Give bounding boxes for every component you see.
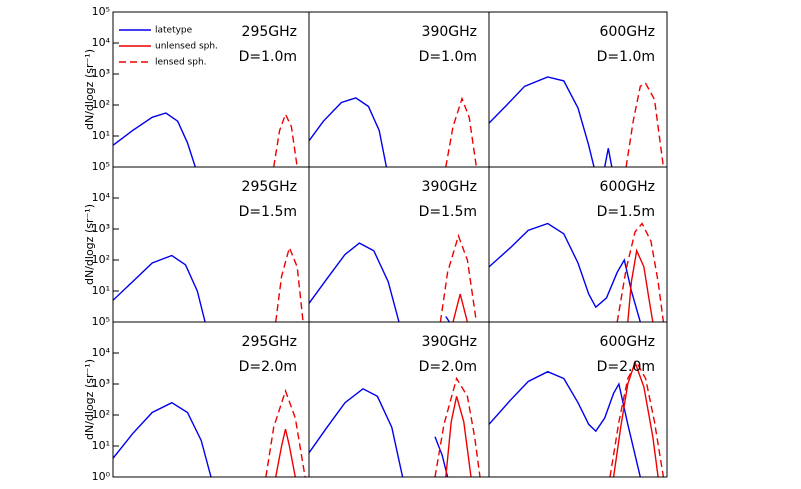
series-line (275, 428, 296, 477)
series-line (445, 96, 478, 167)
series-line (113, 254, 206, 322)
panel-annotation: 390GHz (422, 334, 477, 350)
panel-annotation: D=1.5m (239, 204, 297, 220)
plot-area (113, 112, 298, 167)
panel-annotation: 295GHz (242, 24, 297, 40)
series-line (113, 401, 212, 477)
plot-area (489, 222, 665, 322)
panel-annotation: D=2.0m (419, 359, 477, 375)
y-tick-label: 10¹ (92, 439, 110, 452)
panel-annotation: 390GHz (422, 24, 477, 40)
y-tick-label: 10³ (92, 67, 110, 80)
series-line (439, 233, 478, 322)
series-line (309, 387, 449, 477)
series-line (627, 248, 654, 322)
series-line (489, 222, 641, 322)
legend-label: lensed sph. (155, 58, 207, 68)
panel-annotation: 390GHz (422, 179, 477, 195)
series-line (265, 388, 306, 477)
series-line (625, 82, 665, 167)
plot-area (309, 96, 478, 167)
y-axis-label: dN/dlogz (sr⁻¹) (83, 204, 96, 285)
panel-annotation: 295GHz (242, 179, 297, 195)
y-tick-label: 10¹ (92, 284, 110, 297)
y-axis-label: dN/dlogz (sr⁻¹) (83, 49, 96, 130)
y-axis-label: dN/dlogz (sr⁻¹) (83, 359, 96, 440)
series-line (616, 222, 665, 322)
y-tick-label: 10⁵ (92, 315, 110, 328)
y-tick-label: 10² (92, 408, 110, 421)
y-tick-label: 10³ (92, 222, 110, 235)
y-tick-label: 10⁴ (92, 36, 111, 49)
series-line (445, 396, 472, 477)
panel-annotation: D=1.5m (597, 204, 655, 220)
series-line (434, 376, 481, 477)
y-tick-label: 10¹ (92, 129, 110, 142)
panel-annotation: D=2.0m (597, 359, 655, 375)
panel-annotation: D=2.0m (239, 359, 297, 375)
series-line (275, 245, 304, 322)
series-line (309, 242, 450, 322)
plot-area (489, 360, 665, 477)
series-line (612, 360, 659, 477)
series-line (113, 112, 196, 167)
y-tick-label: 10² (92, 253, 110, 266)
y-tick-label: 10⁴ (92, 191, 111, 204)
y-tick-label: 10⁵ (92, 5, 110, 18)
y-tick-label: 10⁰ (92, 470, 111, 483)
plot-area (309, 233, 478, 322)
series-line (273, 112, 298, 167)
plot-area (309, 376, 481, 477)
y-tick-label: 10³ (92, 377, 110, 390)
panel-annotation: D=1.0m (597, 49, 655, 65)
panel-annotation: 600GHz (600, 334, 655, 350)
y-tick-label: 10⁴ (92, 346, 111, 359)
panel-frame (488, 321, 668, 478)
series-line (309, 97, 388, 167)
legend-label: latetype (155, 26, 193, 36)
series-line (452, 293, 469, 322)
y-tick-label: 10⁵ (92, 160, 110, 173)
plot-area (113, 245, 304, 322)
series-line (489, 370, 641, 477)
legend-label: unlensed sph. (155, 42, 218, 52)
panel-annotation: D=1.0m (239, 49, 297, 65)
panel-annotation: D=1.5m (419, 204, 477, 220)
y-tick-label: 10² (92, 98, 110, 111)
series-line (489, 76, 613, 167)
panel-annotation: 600GHz (600, 179, 655, 195)
panel-annotation: 600GHz (600, 24, 655, 40)
panel-annotation: 295GHz (242, 334, 297, 350)
plot-area (113, 388, 306, 477)
panel-annotation: D=1.0m (419, 49, 477, 65)
series-line (609, 360, 665, 477)
plot-area (489, 76, 665, 167)
